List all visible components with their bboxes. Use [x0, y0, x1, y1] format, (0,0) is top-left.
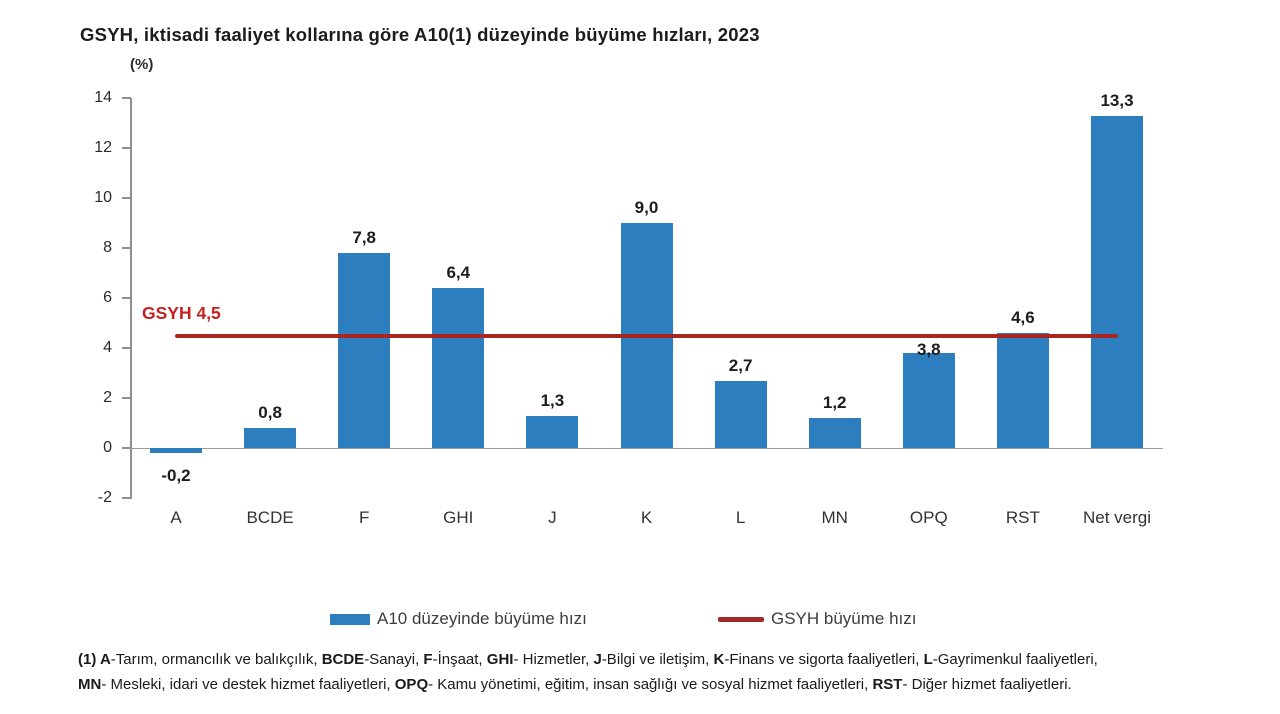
x-label-J: J [548, 508, 557, 527]
bar-RST [996, 333, 1049, 448]
x-label-OPQ: OPQ [909, 508, 948, 527]
bar-F [338, 253, 391, 448]
y-axis-unit-label: (%) [130, 56, 154, 73]
gsyh-reference-line [175, 333, 1118, 338]
value-label-Net vergi: 13,3 [1100, 90, 1134, 110]
footnote: (1) A-Tarım, ormancılık ve balıkçılık, B… [78, 647, 1218, 697]
footnote-line: MN- Mesleki, idari ve destek hizmet faal… [78, 676, 1072, 693]
bar-A [150, 448, 202, 453]
value-label-GHI: 6,4 [446, 263, 471, 282]
x-label-A: A [170, 508, 182, 527]
y-tick-mark [122, 147, 131, 149]
x-label-RST: RST [1005, 508, 1040, 527]
gsyh-reference-label: GSYH 4,5 [142, 303, 221, 323]
value-label-J: 1,3 [540, 390, 565, 410]
y-tick-mark [122, 197, 131, 199]
bar-J [526, 415, 579, 448]
value-label-K: 9,0 [634, 198, 659, 217]
y-tick-label: 14 [94, 89, 112, 106]
x-label-F: F [358, 508, 370, 527]
y-tick-label: 2 [103, 389, 112, 406]
x-label-GHI: GHI [443, 508, 474, 527]
y-tick-mark [122, 347, 131, 349]
y-tick-label: 10 [94, 189, 112, 206]
x-label-L: L [735, 508, 746, 527]
y-tick-mark [122, 97, 131, 99]
y-tick-label: 12 [94, 139, 112, 156]
y-tick-mark [122, 447, 131, 449]
bar-OPQ [902, 353, 955, 448]
x-label-Net vergi: Net vergi [1082, 508, 1152, 527]
legend-item-a10: A10 düzeyinde büyüme hızı [330, 607, 587, 631]
y-tick-label: -2 [97, 489, 112, 506]
legend-label-gsyh: GSYH büyüme hızı [771, 609, 917, 628]
y-tick-mark [122, 397, 131, 399]
y-tick-mark [122, 497, 131, 499]
gsyh-line-swatch-icon [718, 616, 764, 622]
y-tick-mark [122, 297, 131, 299]
y-tick-label: 6 [103, 289, 112, 306]
y-tick-label: 8 [103, 239, 112, 256]
x-label-BCDE: BCDE [246, 508, 294, 527]
bar-GHI [432, 288, 485, 448]
zero-baseline [130, 448, 1163, 449]
bar-MN [808, 418, 861, 448]
value-label-A: -0,2 [161, 466, 191, 485]
x-label-K: K [640, 508, 653, 527]
y-tick-label: 0 [103, 439, 112, 456]
legend-item-gsyh: GSYH büyüme hızı [718, 607, 917, 631]
value-label-OPQ: 3,8 [916, 340, 941, 359]
bar-L [714, 380, 767, 448]
footnote-line: (1) A-Tarım, ormancılık ve balıkçılık, B… [78, 651, 1098, 668]
y-tick-label: 4 [103, 339, 112, 356]
bar-Net vergi [1091, 115, 1143, 448]
x-label-MN: MN [821, 508, 848, 527]
value-label-MN: 1,2 [822, 393, 847, 412]
bar-BCDE [244, 428, 297, 448]
bar-series-swatch-icon [330, 613, 370, 625]
value-label-F: 7,8 [352, 228, 376, 247]
value-label-BCDE: 0,8 [258, 403, 282, 422]
legend-label-a10: A10 düzeyinde büyüme hızı [377, 609, 587, 628]
y-tick-mark [122, 247, 131, 249]
y-axis-line [130, 98, 132, 499]
chart-title: GSYH, iktisadi faaliyet kollarına göre A… [80, 24, 760, 45]
value-label-L: 2,7 [728, 355, 753, 375]
value-label-RST: 4,6 [1011, 308, 1035, 327]
